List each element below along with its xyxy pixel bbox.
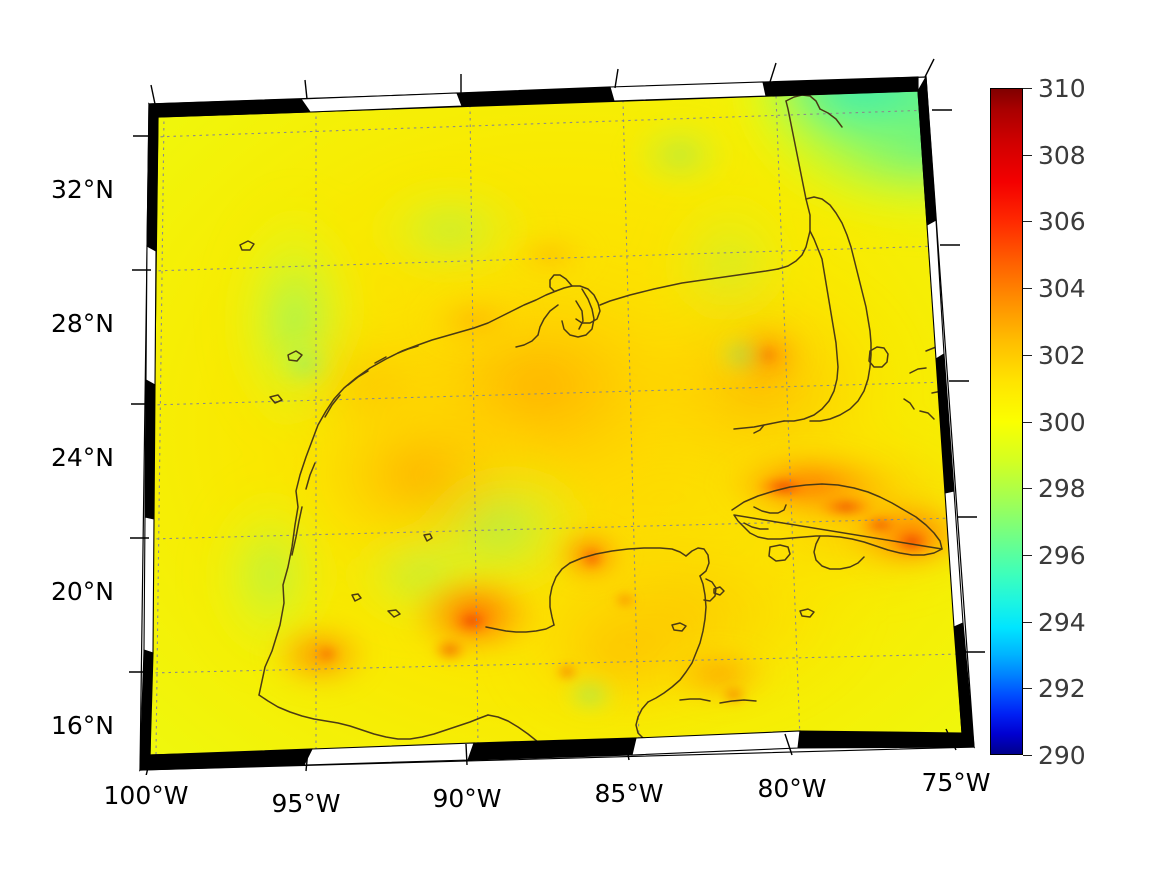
colorbar-tick-294 [1023, 621, 1032, 623]
map-svg [129, 58, 985, 775]
sst-field [150, 91, 962, 755]
map-neatline [129, 58, 985, 775]
lon-tick-label-100W: 100°W [103, 781, 189, 810]
lat-tick-label-28N: 28°N [50, 309, 114, 338]
colorbar-gradient [990, 88, 1023, 755]
colorbar-label-308: 308 [1038, 140, 1086, 170]
colorbar-tick-306 [1023, 221, 1032, 223]
colorbar-label-292: 292 [1038, 674, 1086, 704]
colorbar-label-298: 298 [1038, 474, 1086, 504]
colorbar-tick-296 [1023, 554, 1032, 556]
colorbar-label-310: 310 [1038, 74, 1086, 103]
colorbar-tick-300 [1023, 421, 1032, 423]
colorbar-label-304: 304 [1038, 274, 1086, 304]
colorbar-tick-292 [1023, 688, 1032, 690]
colorbar-label-302: 302 [1038, 340, 1086, 370]
colorbar-tick-310 [1023, 88, 1032, 89]
colorbar-tick-302 [1023, 354, 1032, 356]
colorbar[interactable]: 310 308 306 304 302 300 298 296 294 292 … [990, 76, 1086, 768]
colorbar-tick-308 [1023, 154, 1032, 156]
colorbar-tick-290 [1023, 755, 1032, 756]
lat-tick-label-32N: 32°N [50, 175, 114, 204]
colorbar-label-306: 306 [1038, 207, 1086, 237]
colorbar-tick-304 [1023, 288, 1032, 290]
lon-tick-label-75W: 75°W [921, 768, 991, 797]
colorbar-label-290: 290 [1038, 741, 1086, 770]
lat-tick-label-24N: 24°N [50, 443, 114, 472]
lat-tick-label-16N: 16°N [50, 711, 114, 740]
colorbar-label-300: 300 [1038, 407, 1086, 437]
lon-tick-label-95W: 95°W [271, 789, 341, 818]
lon-tick-label-85W: 85°W [594, 779, 664, 808]
lat-tick-label-20N: 20°N [50, 577, 114, 606]
lon-tick-label-90W: 90°W [432, 784, 502, 813]
colorbar-label-294: 294 [1038, 607, 1086, 637]
colorbar-tick-298 [1023, 488, 1032, 490]
lon-tick-label-80W: 80°W [757, 774, 827, 803]
map-panel[interactable]: 32°N 28°N 24°N 20°N 16°N 100°W 95°W 90°W… [51, 55, 1000, 816]
colorbar-label-296: 296 [1038, 540, 1086, 570]
